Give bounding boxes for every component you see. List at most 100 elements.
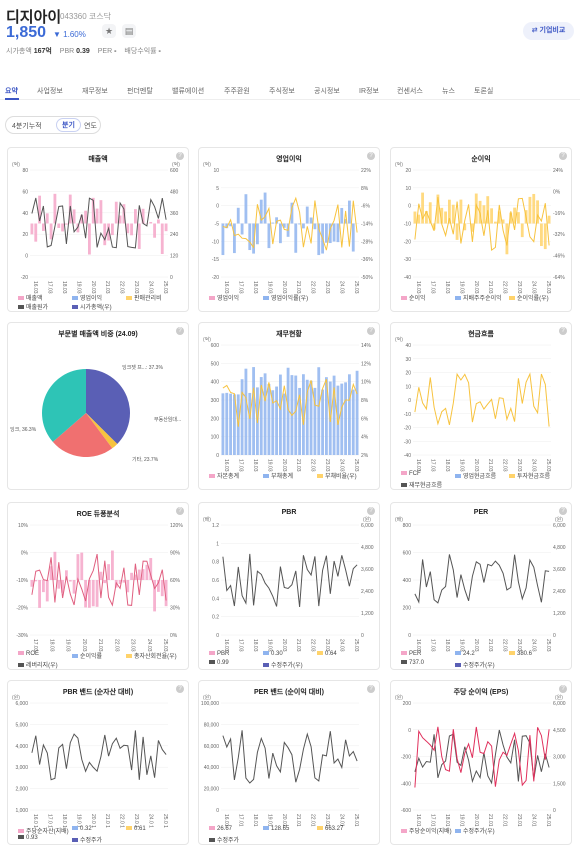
- bar[interactable]: [61, 223, 64, 232]
- help-icon[interactable]: ?: [176, 507, 184, 515]
- bar[interactable]: [233, 394, 236, 455]
- bar[interactable]: [130, 223, 133, 236]
- bar[interactable]: [252, 223, 255, 254]
- bar[interactable]: [72, 209, 76, 224]
- bar[interactable]: [160, 223, 164, 255]
- legend-item[interactable]: 레버리지(우): [18, 660, 58, 669]
- series-line[interactable]: [414, 197, 550, 252]
- bar[interactable]: [76, 554, 80, 580]
- bar[interactable]: [221, 223, 225, 256]
- bar[interactable]: [30, 580, 34, 587]
- series-line[interactable]: [222, 379, 358, 427]
- help-icon[interactable]: ?: [367, 507, 375, 515]
- bar[interactable]: [298, 223, 301, 225]
- bar[interactable]: [413, 211, 417, 224]
- bar[interactable]: [540, 223, 543, 247]
- bar[interactable]: [351, 389, 355, 455]
- bar[interactable]: [38, 195, 41, 224]
- legend-item[interactable]: 판매관리비: [126, 293, 162, 302]
- help-icon[interactable]: ?: [559, 152, 567, 160]
- bar[interactable]: [309, 380, 313, 455]
- bar[interactable]: [263, 192, 267, 224]
- pie-slice[interactable]: [52, 413, 113, 457]
- legend-item[interactable]: 영업이익: [209, 293, 239, 302]
- bar[interactable]: [325, 377, 328, 455]
- bar[interactable]: [42, 223, 45, 231]
- bar[interactable]: [309, 217, 313, 224]
- bar[interactable]: [157, 580, 160, 592]
- bar[interactable]: [240, 223, 244, 235]
- tab-fundamental[interactable]: 펀더멘탈: [127, 88, 153, 95]
- legend-item[interactable]: 영업이익률(우): [263, 293, 308, 302]
- legend-item[interactable]: 투자현금흐름: [509, 471, 550, 480]
- legend-item[interactable]: PBR: [209, 651, 229, 657]
- bar[interactable]: [53, 193, 57, 224]
- bar[interactable]: [99, 200, 103, 224]
- bar[interactable]: [428, 202, 432, 224]
- bar[interactable]: [137, 223, 141, 249]
- help-icon[interactable]: ?: [176, 685, 184, 693]
- bar[interactable]: [95, 208, 99, 224]
- legend-item[interactable]: 0.64: [317, 651, 337, 657]
- bar[interactable]: [275, 386, 278, 455]
- legend-item[interactable]: 부채비율(우): [317, 471, 357, 480]
- legend-item[interactable]: 매출원가: [18, 302, 48, 311]
- bar[interactable]: [351, 223, 355, 252]
- bar[interactable]: [118, 215, 122, 224]
- bar[interactable]: [294, 223, 298, 253]
- bar[interactable]: [425, 210, 428, 224]
- bar[interactable]: [248, 392, 252, 455]
- bar[interactable]: [248, 223, 252, 251]
- bar[interactable]: [244, 368, 248, 455]
- bar[interactable]: [340, 383, 344, 455]
- bar[interactable]: [107, 564, 110, 580]
- bar[interactable]: [111, 550, 114, 580]
- bar[interactable]: [275, 217, 278, 224]
- bar[interactable]: [344, 382, 347, 455]
- tab-disclosure[interactable]: 공시정보: [314, 88, 340, 95]
- legend-item[interactable]: 수정주가(우): [455, 660, 495, 669]
- bar[interactable]: [91, 197, 95, 224]
- bar[interactable]: [528, 196, 532, 224]
- tab-consensus[interactable]: 컨센서스: [397, 88, 423, 95]
- bar[interactable]: [348, 374, 351, 455]
- bar[interactable]: [486, 196, 490, 224]
- tab-business[interactable]: 사업정보: [37, 88, 63, 95]
- legend-item[interactable]: 총자산회전율(우): [126, 651, 177, 660]
- legend-item[interactable]: FCF: [401, 471, 421, 477]
- help-icon[interactable]: ?: [367, 327, 375, 335]
- bar[interactable]: [103, 580, 107, 584]
- bar[interactable]: [225, 223, 229, 229]
- bar[interactable]: [111, 223, 114, 236]
- bar[interactable]: [145, 564, 149, 580]
- help-icon[interactable]: ?: [176, 152, 184, 160]
- bar[interactable]: [436, 194, 440, 224]
- help-icon[interactable]: ?: [367, 152, 375, 160]
- bar[interactable]: [328, 223, 332, 244]
- series-line[interactable]: [31, 553, 167, 607]
- bar[interactable]: [444, 211, 447, 224]
- bar[interactable]: [134, 574, 137, 580]
- tab-stock-info[interactable]: 주식정보: [269, 88, 295, 95]
- bar[interactable]: [103, 223, 107, 246]
- bar[interactable]: [65, 223, 68, 225]
- bar[interactable]: [336, 223, 340, 243]
- bar[interactable]: [114, 201, 118, 224]
- bar[interactable]: [164, 223, 168, 232]
- bar[interactable]: [134, 209, 137, 224]
- bar[interactable]: [80, 214, 84, 224]
- bar[interactable]: [448, 199, 451, 224]
- bar[interactable]: [225, 392, 229, 455]
- bar[interactable]: [497, 211, 501, 224]
- legend-item[interactable]: 24.2: [455, 651, 475, 657]
- legend-item[interactable]: 순이익률: [72, 651, 102, 660]
- series-line[interactable]: [414, 726, 550, 788]
- compare-button[interactable]: ⇄ 기업비교: [523, 22, 574, 40]
- bar[interactable]: [236, 207, 240, 224]
- bar[interactable]: [451, 204, 455, 224]
- bar[interactable]: [313, 387, 317, 455]
- bar[interactable]: [263, 373, 267, 455]
- help-icon[interactable]: ?: [367, 685, 375, 693]
- bar[interactable]: [313, 223, 317, 230]
- bar[interactable]: [332, 223, 336, 242]
